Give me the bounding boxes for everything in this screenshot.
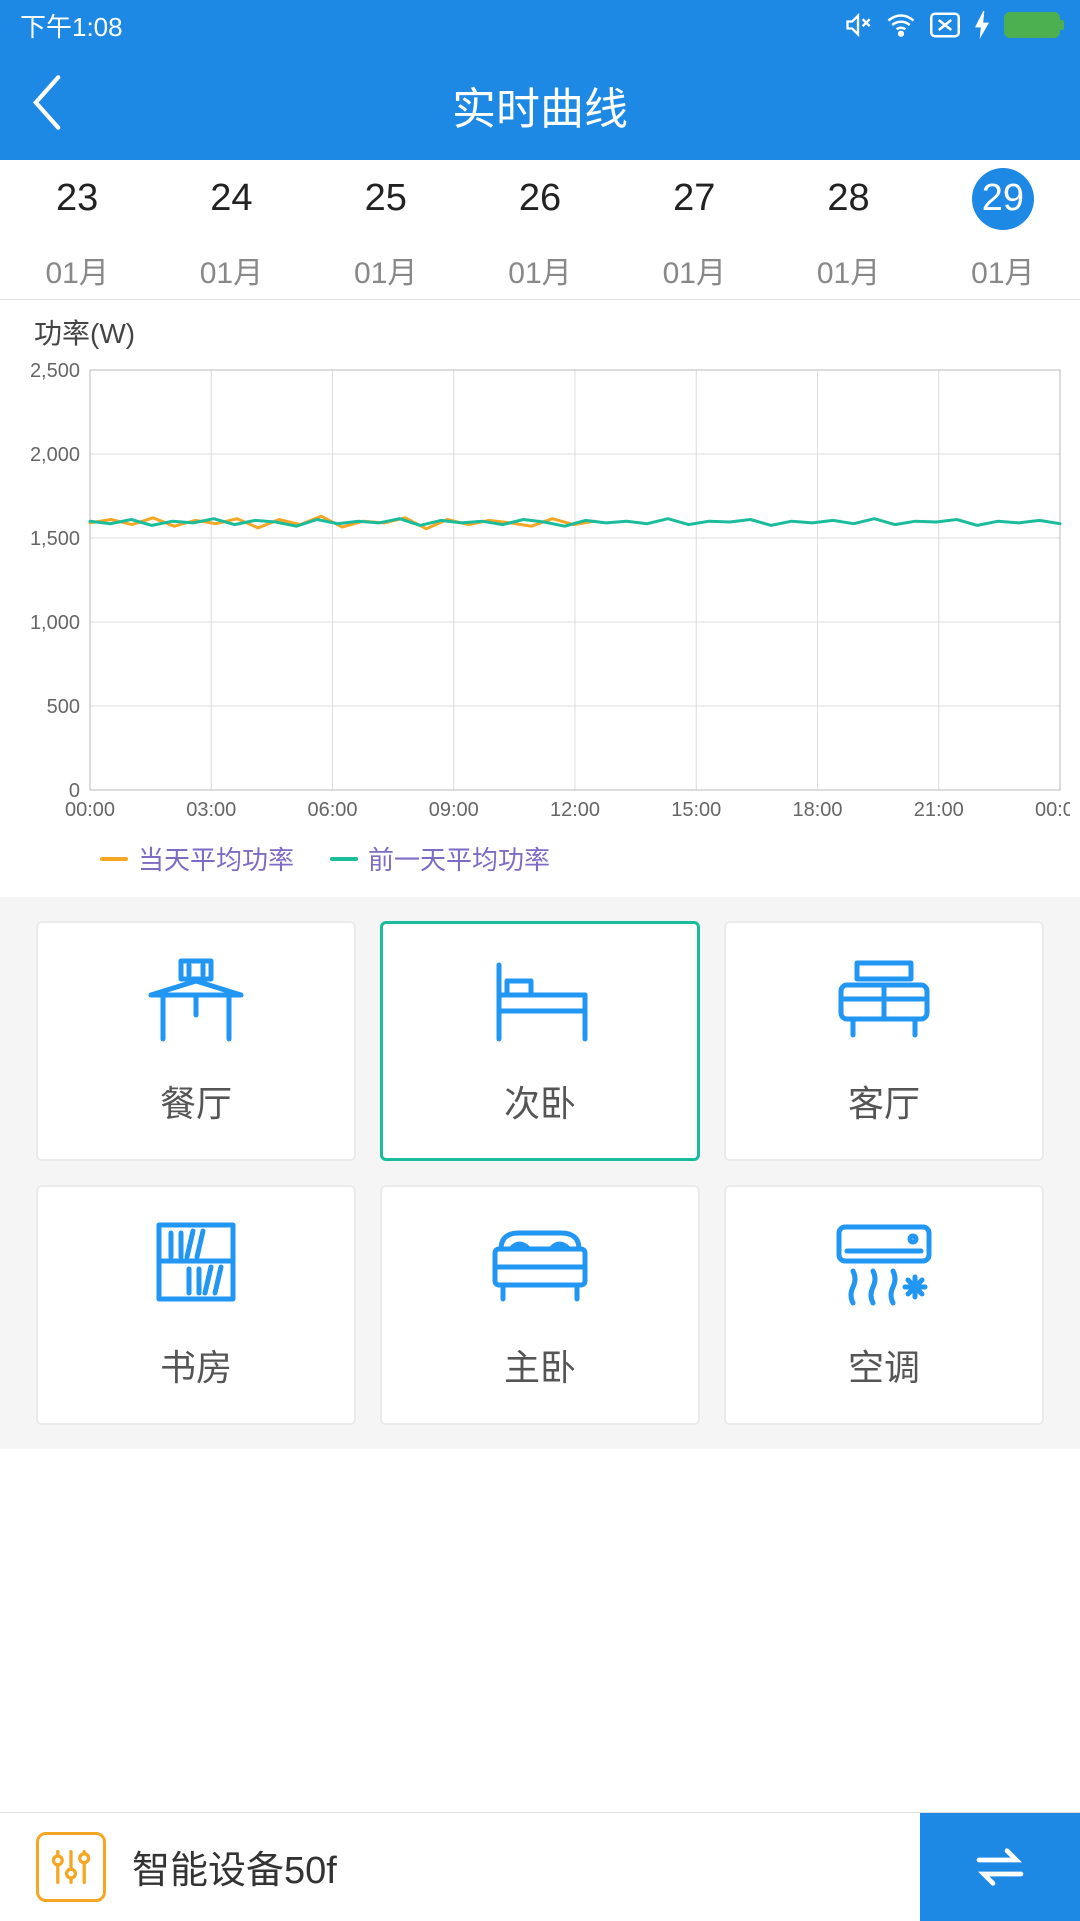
room-card-aircon[interactable]: 空调	[724, 1185, 1044, 1425]
close-box-icon	[930, 12, 960, 38]
chart-ylabel: 功率(W)	[10, 312, 1070, 352]
date-day: 25	[355, 168, 417, 230]
swap-button[interactable]	[920, 1813, 1080, 1921]
legend-swatch	[100, 857, 128, 861]
date-day: 24	[200, 168, 262, 230]
sliders-icon	[36, 1832, 106, 1902]
room-label: 主卧	[504, 1339, 576, 1391]
bottom-bar: 智能设备50f	[0, 1812, 1080, 1920]
svg-text:2,500: 2,500	[30, 360, 80, 382]
room-grid: 餐厅 次卧 客厅书房 主卧 空调	[0, 897, 1080, 1449]
room-card-sofa[interactable]: 客厅	[724, 921, 1044, 1161]
mute-icon	[844, 11, 872, 39]
date-selector: 2301月2401月2501月2601月2701月2801月2901月	[0, 160, 1080, 300]
date-day: 28	[818, 168, 880, 230]
battery-icon	[1004, 12, 1060, 38]
date-day: 26	[509, 168, 571, 230]
room-card-bed-double[interactable]: 主卧	[380, 1185, 700, 1425]
bed-double-icon	[485, 1219, 595, 1309]
svg-text:2,000: 2,000	[30, 444, 80, 466]
legend-item: 前一天平均功率	[330, 840, 550, 877]
date-month: 01月	[354, 248, 417, 292]
wifi-icon	[886, 10, 916, 40]
legend-item: 当天平均功率	[100, 840, 294, 877]
status-bar: 下午1:08	[0, 0, 1080, 50]
device-name: 智能设备50f	[132, 1839, 337, 1894]
date-item[interactable]: 2301月	[0, 160, 154, 299]
date-month: 01月	[200, 248, 263, 292]
date-day: 27	[663, 168, 725, 230]
date-item[interactable]: 2501月	[309, 160, 463, 299]
svg-text:00:00: 00:00	[1035, 799, 1070, 821]
svg-text:12:00: 12:00	[550, 799, 600, 821]
date-month: 01月	[45, 248, 108, 292]
svg-text:21:00: 21:00	[914, 799, 964, 821]
svg-text:09:00: 09:00	[429, 799, 479, 821]
date-item[interactable]: 2701月	[617, 160, 771, 299]
svg-text:06:00: 06:00	[307, 799, 357, 821]
header: 实时曲线	[0, 50, 1080, 160]
room-label: 书房	[160, 1339, 232, 1391]
charging-icon	[974, 11, 990, 39]
aircon-icon	[829, 1219, 939, 1309]
date-item[interactable]: 2601月	[463, 160, 617, 299]
status-icons	[844, 10, 1060, 40]
status-time: 下午1:08	[20, 7, 123, 44]
room-label: 空调	[848, 1339, 920, 1391]
chart-legend: 当天平均功率 前一天平均功率	[10, 830, 1070, 897]
date-day: 23	[46, 168, 108, 230]
legend-swatch	[330, 857, 358, 861]
svg-text:03:00: 03:00	[186, 799, 236, 821]
back-button[interactable]	[30, 75, 64, 136]
date-item[interactable]: 2401月	[154, 160, 308, 299]
svg-text:15:00: 15:00	[671, 799, 721, 821]
date-month: 01月	[971, 248, 1034, 292]
page-title: 实时曲线	[0, 73, 1080, 137]
sofa-icon	[829, 955, 939, 1045]
svg-text:00:00: 00:00	[65, 799, 115, 821]
dining-icon	[141, 955, 251, 1045]
date-item[interactable]: 2901月	[926, 160, 1080, 299]
bookshelf-icon	[141, 1219, 251, 1309]
chart-section: 功率(W) 05001,0001,5002,0002,50000:0003:00…	[0, 300, 1080, 897]
svg-text:500: 500	[47, 696, 80, 718]
room-label: 餐厅	[160, 1075, 232, 1127]
room-card-dining[interactable]: 餐厅	[36, 921, 356, 1161]
bed-single-icon	[485, 955, 595, 1045]
svg-text:18:00: 18:00	[792, 799, 842, 821]
date-month: 01月	[663, 248, 726, 292]
room-card-bed-single[interactable]: 次卧	[380, 921, 700, 1161]
svg-text:1,000: 1,000	[30, 612, 80, 634]
date-month: 01月	[817, 248, 880, 292]
room-label: 次卧	[504, 1075, 576, 1127]
power-chart: 05001,0001,5002,0002,50000:0003:0006:000…	[10, 360, 1070, 830]
svg-text:1,500: 1,500	[30, 528, 80, 550]
date-day: 29	[972, 168, 1034, 230]
device-selector[interactable]: 智能设备50f	[0, 1832, 337, 1902]
date-month: 01月	[508, 248, 571, 292]
room-label: 客厅	[848, 1075, 920, 1127]
date-item[interactable]: 2801月	[771, 160, 925, 299]
legend-label: 前一天平均功率	[368, 840, 550, 877]
legend-label: 当天平均功率	[138, 840, 294, 877]
room-card-bookshelf[interactable]: 书房	[36, 1185, 356, 1425]
